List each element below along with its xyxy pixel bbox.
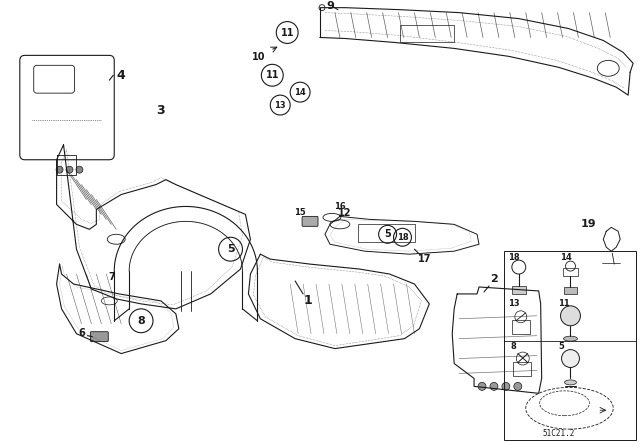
FancyBboxPatch shape xyxy=(90,332,108,342)
Circle shape xyxy=(561,306,580,326)
Circle shape xyxy=(490,383,498,390)
Bar xyxy=(564,287,577,294)
Circle shape xyxy=(56,166,63,173)
Circle shape xyxy=(66,166,73,173)
Text: 1: 1 xyxy=(304,294,312,307)
Text: 17: 17 xyxy=(418,254,431,264)
Circle shape xyxy=(561,349,579,367)
Text: 18: 18 xyxy=(397,233,408,242)
Bar xyxy=(512,320,530,334)
Circle shape xyxy=(502,383,510,390)
Bar xyxy=(563,268,579,276)
Text: 8: 8 xyxy=(511,342,516,351)
Text: 2: 2 xyxy=(490,274,498,284)
Text: 19: 19 xyxy=(580,220,596,229)
Text: 14: 14 xyxy=(294,88,306,97)
Text: 9: 9 xyxy=(326,0,334,11)
Bar xyxy=(512,286,525,294)
Ellipse shape xyxy=(564,380,577,385)
Circle shape xyxy=(478,383,486,390)
Text: 8: 8 xyxy=(137,316,145,326)
Bar xyxy=(513,362,531,376)
Bar xyxy=(399,25,454,43)
Text: 5: 5 xyxy=(227,244,234,254)
Text: 6: 6 xyxy=(78,327,85,338)
Bar xyxy=(504,251,636,440)
Text: 10: 10 xyxy=(252,52,265,62)
Text: 7: 7 xyxy=(108,272,115,282)
Bar xyxy=(358,224,415,242)
Text: 14: 14 xyxy=(559,253,572,262)
Text: 16: 16 xyxy=(334,202,346,211)
Text: 11: 11 xyxy=(266,70,279,80)
Text: 12: 12 xyxy=(338,208,351,219)
Circle shape xyxy=(76,166,83,173)
Text: 15: 15 xyxy=(294,208,306,217)
Text: 13: 13 xyxy=(508,299,520,308)
Text: 3: 3 xyxy=(157,103,165,116)
FancyBboxPatch shape xyxy=(302,216,318,226)
Ellipse shape xyxy=(564,336,577,341)
Text: 5: 5 xyxy=(559,342,564,351)
Circle shape xyxy=(514,383,522,390)
Text: 11: 11 xyxy=(557,299,570,308)
Text: 13: 13 xyxy=(275,100,286,110)
Text: 11: 11 xyxy=(280,27,294,38)
Text: 18: 18 xyxy=(508,253,520,262)
Text: 4: 4 xyxy=(117,69,125,82)
Text: 5: 5 xyxy=(384,229,391,239)
Text: 51C21.2: 51C21.2 xyxy=(542,429,575,438)
